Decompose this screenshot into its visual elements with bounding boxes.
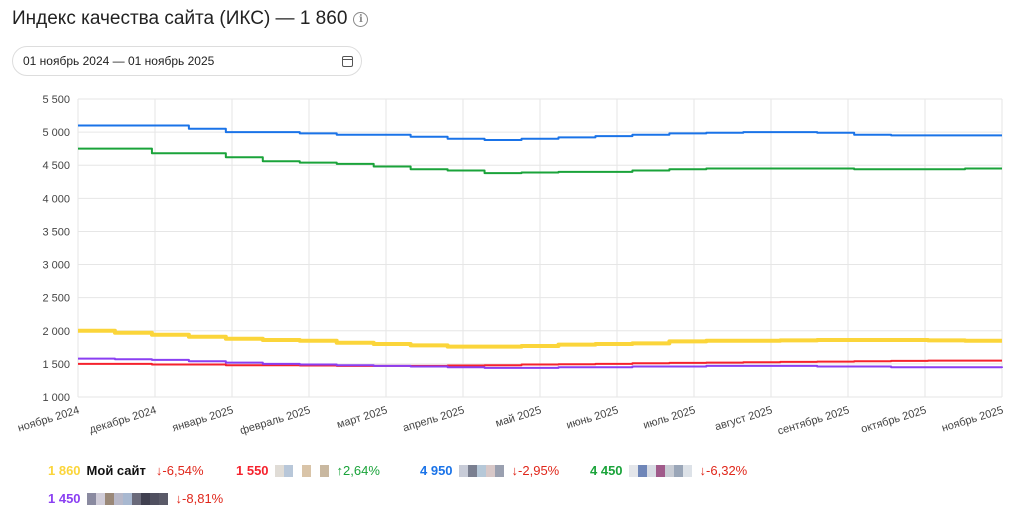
- series-line-1: [78, 328, 1002, 349]
- info-icon[interactable]: i: [353, 11, 369, 27]
- y-tick-label: 3 000: [42, 260, 70, 272]
- y-tick-label: 4 000: [42, 193, 70, 205]
- legend-change: ↓-2,95%: [511, 463, 560, 478]
- legend-value: 4 450: [590, 463, 623, 478]
- legend-value: 1 550: [236, 463, 269, 478]
- x-tick-label: январь 2025: [171, 404, 235, 434]
- date-range-text: 01 ноябрь 2024 — 01 ноябрь 2025: [23, 54, 215, 68]
- legend-item-competitor-2[interactable]: 4 950 ↓-2,95%: [420, 463, 559, 478]
- legend-change: ↑2,64%: [336, 463, 380, 478]
- x-tick-label: март 2025: [336, 404, 389, 431]
- legend-item-competitor-3[interactable]: 4 450 ↓-6,32%: [590, 463, 747, 478]
- x-tick-label: июнь 2025: [565, 404, 620, 431]
- legend-change: ↓-8,81%: [175, 491, 224, 506]
- blurred-site-name: [274, 464, 329, 477]
- x-tick-label: сентябрь 2025: [776, 404, 851, 437]
- legend-value: 1 860: [48, 463, 81, 478]
- y-tick-label: 5 000: [42, 127, 70, 139]
- x-tick-label: май 2025: [494, 404, 543, 429]
- series-line-2: [78, 359, 1002, 367]
- page-title: Индекс качества сайта (ИКС) — 1 860 i: [12, 8, 369, 30]
- series-line-3: [78, 124, 1002, 142]
- y-tick-label: 5 500: [42, 94, 70, 106]
- legend-change: ↓-6,54%: [155, 463, 204, 478]
- y-tick-label: 1 500: [42, 359, 70, 371]
- legend-item-my-site[interactable]: 1 860 Мой сайт ↓-6,54%: [48, 463, 204, 478]
- legend-change: ↓-6,32%: [699, 463, 748, 478]
- legend-item-competitor-4[interactable]: 1 450 ↓-8,81%: [48, 491, 223, 506]
- y-tick-label: 4 500: [42, 160, 70, 172]
- date-range-picker[interactable]: 01 ноябрь 2024 — 01 ноябрь 2025: [12, 46, 362, 76]
- x-tick-label: декабрь 2024: [88, 404, 158, 436]
- series-line-5: [78, 357, 1003, 369]
- y-tick-label: 1 000: [42, 392, 70, 404]
- x-tick-label: ноябрь 2024: [16, 404, 81, 434]
- series-line-4: [78, 147, 1002, 175]
- calendar-icon[interactable]: [342, 55, 353, 67]
- legend-name: Мой сайт: [86, 463, 146, 478]
- blurred-site-name: [628, 464, 692, 477]
- x-tick-label: февраль 2025: [239, 404, 312, 437]
- x-tick-label: октябрь 2025: [860, 404, 928, 435]
- legend-item-competitor-1[interactable]: 1 550 ↑2,64%: [236, 463, 380, 478]
- blurred-site-name: [86, 492, 168, 505]
- x-tick-label: ноябрь 2025: [940, 404, 1005, 434]
- y-tick-label: 2 500: [42, 293, 70, 305]
- page-title-text: Индекс качества сайта (ИКС) — 1 860: [12, 8, 348, 29]
- x-tick-label: июль 2025: [642, 404, 697, 431]
- legend-value: 1 450: [48, 491, 81, 506]
- legend-value: 4 950: [420, 463, 453, 478]
- line-chart: 1 000 1 500 2 000 2 500 3 000 3 500 4 000 4 500…: [16, 94, 1005, 438]
- x-tick-label: апрель 2025: [402, 404, 466, 434]
- y-tick-label: 3 500: [42, 226, 70, 238]
- y-tick-label: 2 000: [42, 326, 70, 338]
- blurred-site-name: [458, 464, 504, 477]
- x-tick-label: август 2025: [714, 404, 774, 433]
